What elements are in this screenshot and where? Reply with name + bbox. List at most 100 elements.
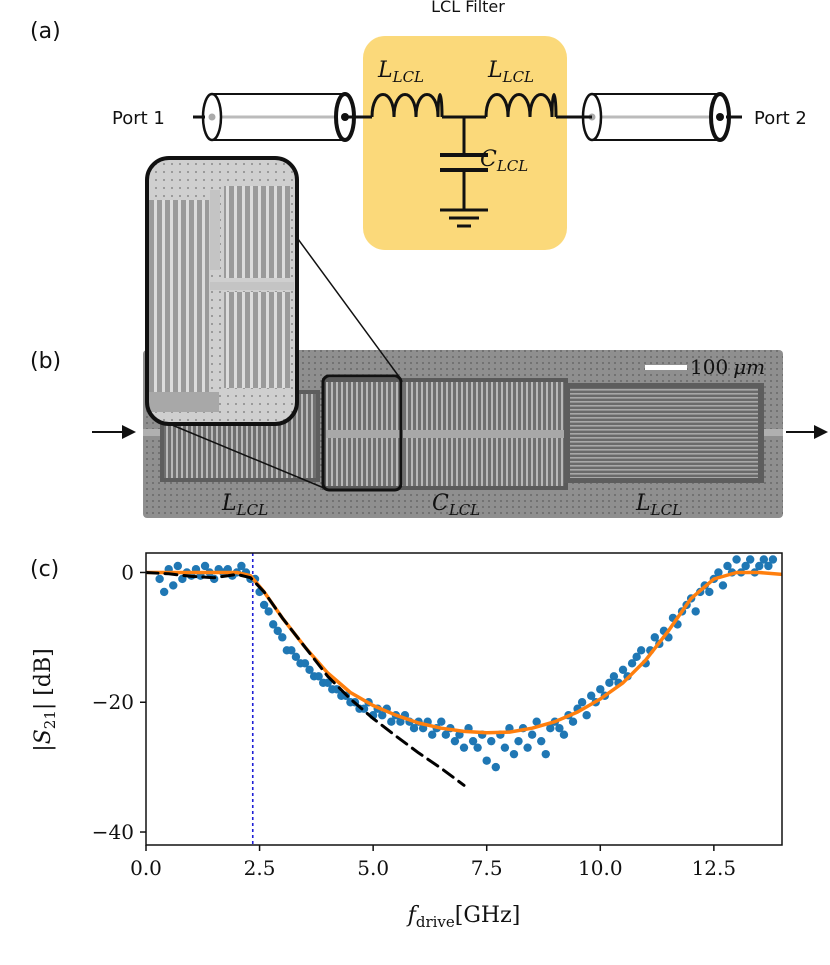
x-axis-label: fdrive[GHz] xyxy=(406,903,521,931)
zoom-connector-bottom xyxy=(159,419,325,489)
measured-point xyxy=(387,717,396,726)
capacitor-label: CLCL xyxy=(480,147,528,175)
measured-point xyxy=(273,626,282,636)
measured-point xyxy=(169,581,178,590)
measured-point xyxy=(487,736,496,746)
plot-area: 0.0 2.5 5.0 7.5 10.0 12.5 0 −20 −40 xyxy=(92,552,783,880)
measured-point xyxy=(173,561,182,571)
measured-point xyxy=(605,678,614,687)
zoom-inset xyxy=(145,156,299,426)
measured-point xyxy=(764,561,773,571)
input-arrow xyxy=(92,425,136,439)
measured-point xyxy=(596,685,605,694)
measured-point xyxy=(264,607,273,616)
measured-point xyxy=(259,600,269,610)
measured-point xyxy=(409,724,419,733)
measured-point xyxy=(500,743,510,752)
measured-point xyxy=(437,717,446,726)
measured-point xyxy=(732,555,741,564)
output-arrow xyxy=(786,425,828,439)
measured-point xyxy=(441,730,451,739)
measured-point xyxy=(200,561,210,571)
measured-point xyxy=(514,736,523,746)
x-tick-label: 7.5 xyxy=(471,856,503,880)
measured-point xyxy=(378,711,387,720)
measured-point xyxy=(568,717,578,726)
x-tick-label: 2.5 xyxy=(244,856,276,880)
x-tick-label: 5.0 xyxy=(357,856,389,880)
coax-left xyxy=(193,92,356,142)
measured-point xyxy=(705,587,714,597)
measured-point xyxy=(718,581,728,590)
measured-point xyxy=(723,561,732,571)
measured-point xyxy=(300,659,310,668)
plot-frame xyxy=(145,552,783,846)
measured-point xyxy=(582,711,591,720)
lcl-filter-title: LCL Filter xyxy=(431,0,505,16)
measured-point xyxy=(650,633,659,642)
measured-point xyxy=(609,672,619,681)
measured-point xyxy=(577,698,587,707)
measured-point xyxy=(468,736,478,746)
measured-point xyxy=(755,561,764,571)
measured-point xyxy=(287,646,296,655)
measured-point xyxy=(636,646,646,655)
measured-point xyxy=(523,743,532,752)
y-tick-label: −20 xyxy=(92,690,134,714)
zoom-region-box xyxy=(321,374,403,492)
measured-point xyxy=(691,607,700,616)
fit-curve xyxy=(146,570,782,735)
x-tick-label: 0.0 xyxy=(130,856,162,880)
measured-point xyxy=(291,652,301,662)
measured-point xyxy=(741,561,750,571)
panel-a-label: (a) xyxy=(30,19,61,44)
x-tick-label: 12.5 xyxy=(692,856,737,880)
measured-point xyxy=(237,561,246,571)
measured-point xyxy=(491,762,500,772)
y-axis-label: |S21| [dB] xyxy=(31,648,59,751)
measured-point xyxy=(746,555,755,564)
scale-bar xyxy=(645,365,687,370)
inductor-right-label: LLCL xyxy=(487,58,534,86)
measured-point xyxy=(359,704,369,713)
lcl-circuit xyxy=(345,93,592,228)
measured-point xyxy=(632,652,641,662)
measured-point xyxy=(555,724,564,733)
measured-point xyxy=(714,568,723,577)
measured-point xyxy=(278,633,287,642)
port-1-label: Port 1 xyxy=(112,108,165,129)
measured-point xyxy=(509,749,519,759)
measured-point xyxy=(305,665,314,674)
measured-point xyxy=(759,555,769,564)
measured-point xyxy=(159,587,169,597)
measured-point xyxy=(546,724,555,733)
measured-point xyxy=(155,574,164,584)
chip-label-right-inductor: LLCL xyxy=(635,491,682,519)
chip-label-capacitor: CLCL xyxy=(432,491,480,519)
measured-point xyxy=(428,730,437,739)
measured-point xyxy=(323,678,332,687)
model-curve xyxy=(146,571,466,787)
measured-point xyxy=(618,665,628,674)
measured-point xyxy=(450,736,460,746)
panel-b-label: (b) xyxy=(30,349,61,374)
inductor-left-label: LLCL xyxy=(377,58,424,86)
measured-point xyxy=(627,659,637,668)
scale-bar-label: 100 μm xyxy=(690,355,765,379)
measured-point xyxy=(537,736,546,746)
measured-point xyxy=(482,756,491,765)
measured-point xyxy=(269,620,278,629)
inductor-left xyxy=(370,93,444,118)
measured-point xyxy=(768,555,778,564)
measured-point xyxy=(459,743,469,752)
panel-c-label: (c) xyxy=(30,557,59,582)
measured-point xyxy=(532,717,541,726)
y-tick-label: −40 xyxy=(92,820,134,844)
coax-right xyxy=(581,92,742,142)
x-tick-label: 10.0 xyxy=(578,856,623,880)
measured-point xyxy=(396,717,405,726)
measured-point xyxy=(527,730,537,739)
y-tick-label: 0 xyxy=(121,560,134,584)
measured-point xyxy=(314,672,323,681)
